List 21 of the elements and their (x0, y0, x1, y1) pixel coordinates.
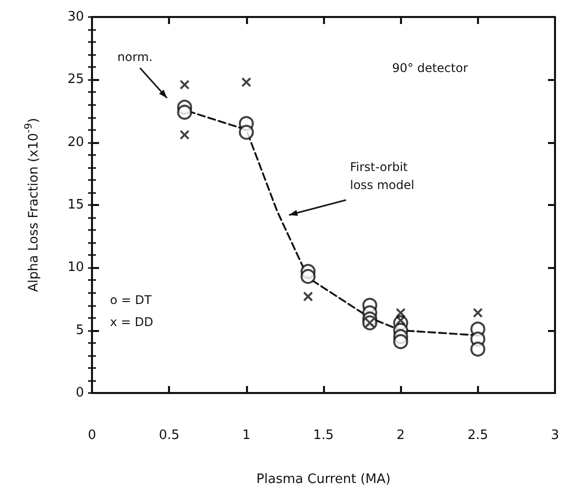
y-tick-label: 20 (67, 134, 84, 150)
y-tick-label: 0 (76, 386, 84, 400)
y-axis-title: Alpha Loss Fraction (x10-9) (24, 118, 42, 292)
x-tick-label: 0.5 (158, 428, 180, 443)
x-tick-label: 3 (550, 428, 560, 443)
x-tick-label: 2.5 (467, 428, 488, 443)
y-tick-label: 30 (67, 10, 84, 24)
annotation: 90° detector (392, 61, 468, 75)
x-tick-label: 1 (242, 428, 250, 443)
y-tick-label: 25 (67, 72, 84, 88)
x-axis-title: Plasma Current (MA) (256, 472, 391, 487)
y-tick-label: 10 (67, 260, 84, 276)
x-tick-label: 2 (396, 428, 405, 443)
y-tick-label: 5 (76, 322, 84, 338)
annotation: norm. (117, 50, 153, 64)
annotation: o = DT (110, 293, 152, 307)
x-tick-label: 1.5 (313, 428, 334, 443)
x-tick-label: 0 (88, 428, 96, 443)
annotation: First-orbit loss model (350, 160, 414, 192)
y-tick-label: 15 (67, 198, 84, 212)
annotation: x = DD (110, 315, 154, 329)
